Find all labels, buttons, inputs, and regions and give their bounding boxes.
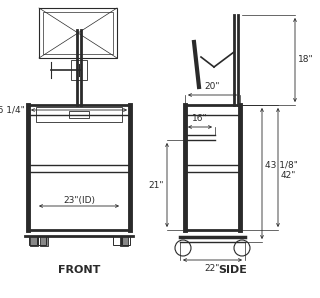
- Text: 22": 22": [205, 264, 220, 273]
- Bar: [38, 236, 46, 245]
- Bar: [39, 8, 117, 58]
- Text: FRONT: FRONT: [58, 265, 100, 275]
- Text: SIDE: SIDE: [218, 265, 247, 275]
- Text: 42": 42": [281, 171, 296, 180]
- Bar: [30, 236, 38, 246]
- Text: 21": 21": [148, 181, 164, 190]
- Text: 23"(ID): 23"(ID): [63, 195, 95, 204]
- Bar: [71, 60, 87, 80]
- Bar: [122, 236, 130, 245]
- Text: 18": 18": [298, 55, 314, 64]
- Bar: [120, 236, 128, 246]
- Bar: [36, 107, 122, 122]
- Text: 26 1/4": 26 1/4": [0, 105, 24, 114]
- Bar: [113, 236, 121, 245]
- Text: 43 1/8": 43 1/8": [265, 161, 298, 170]
- Text: 20": 20": [205, 82, 220, 91]
- Bar: [43, 12, 113, 54]
- Bar: [29, 236, 37, 245]
- Bar: [40, 236, 48, 246]
- Text: 16": 16": [192, 114, 208, 123]
- Bar: [69, 111, 89, 118]
